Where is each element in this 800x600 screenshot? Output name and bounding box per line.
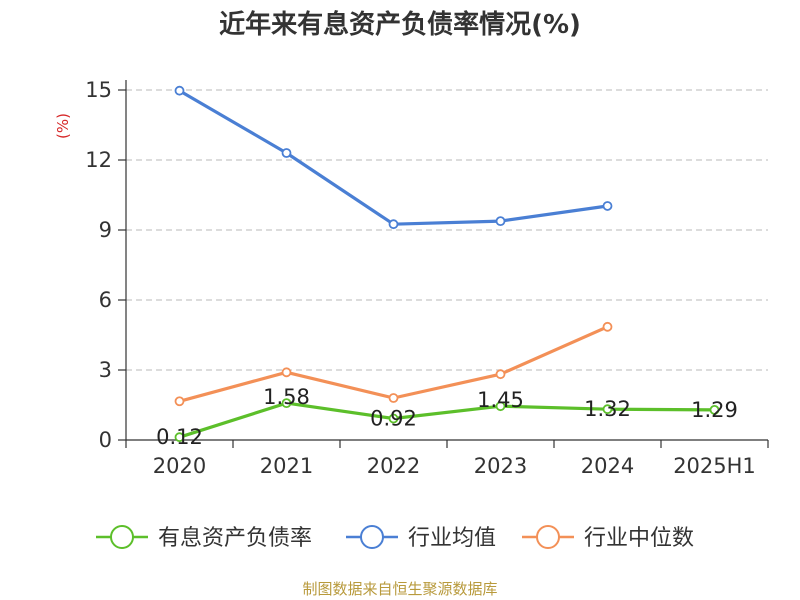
source-note: 制图数据来自恒生聚源数据库	[302, 580, 498, 598]
axes	[118, 80, 769, 448]
data-point	[174, 432, 185, 443]
data-label: 1.45	[477, 388, 524, 412]
legend-label: 行业均值	[408, 526, 496, 551]
x-tick-label: 2020	[153, 454, 206, 478]
data-point	[281, 148, 292, 158]
x-tick-labels: 2020 2021 2022 2023 2024 2025H1	[153, 454, 756, 478]
x-tick-label: 2024	[581, 454, 634, 478]
data-point	[281, 398, 292, 409]
y-tick-label: 15	[85, 78, 112, 102]
legend-swatch-marker	[360, 525, 384, 549]
y-tick-label: 12	[85, 148, 112, 172]
y-tick-labels: 0 3 6 9 12 15	[85, 78, 112, 452]
series-line	[177, 401, 717, 439]
data-point	[388, 393, 399, 403]
x-tick-label: 2023	[474, 454, 527, 478]
y-tick-label: 0	[99, 428, 112, 452]
y-axis-unit: (%)	[54, 113, 72, 139]
data-point	[495, 401, 506, 412]
legend-swatch-marker	[110, 525, 134, 549]
series-line	[177, 89, 610, 226]
data-point	[602, 321, 613, 332]
data-label: 0.12	[156, 425, 203, 449]
y-tick-label: 3	[99, 358, 112, 382]
data-point	[495, 216, 506, 227]
legend: 有息资产负债率 行业均值 行业中位数	[96, 525, 694, 551]
data-label: 1.58	[263, 385, 310, 409]
data-point	[174, 396, 185, 407]
data-label: 1.29	[691, 398, 738, 422]
x-tick-label: 2022	[367, 454, 420, 478]
data-point	[709, 404, 720, 415]
data-point	[602, 201, 613, 211]
data-point	[388, 413, 399, 424]
x-tick-label: 2025H1	[673, 454, 756, 478]
data-point	[602, 404, 613, 415]
data-labels: 0.12 1.58 0.92 1.45 1.32 1.29	[156, 385, 738, 449]
series-line	[177, 325, 610, 403]
legend-label: 有息资产负债率	[158, 526, 312, 551]
y-tick-label: 9	[99, 218, 112, 242]
legend-label: 行业中位数	[584, 526, 694, 551]
grid-lines	[126, 89, 768, 371]
data-point	[388, 219, 399, 230]
data-label: 1.32	[584, 397, 631, 421]
data-label: 0.92	[370, 407, 417, 431]
series-group	[174, 85, 720, 443]
legend-swatch-marker	[536, 525, 560, 549]
y-tick-label: 6	[99, 288, 112, 312]
x-tick-label: 2021	[260, 454, 313, 478]
data-point	[174, 85, 185, 96]
chart-title: 近年来有息资产负债率情况(%)	[219, 10, 581, 40]
data-point	[281, 367, 292, 378]
data-point	[495, 369, 506, 380]
